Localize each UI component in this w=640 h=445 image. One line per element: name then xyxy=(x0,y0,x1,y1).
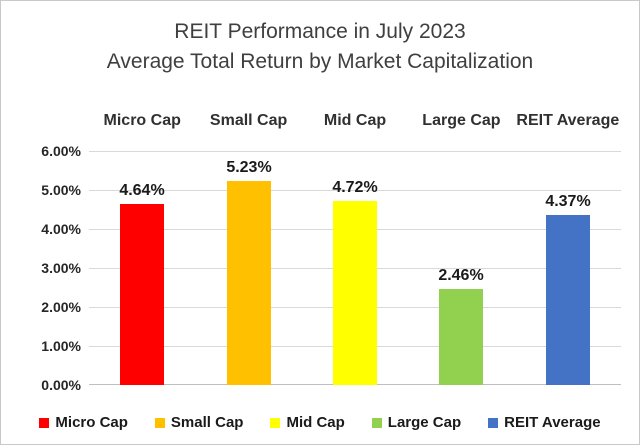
bar-reit-average xyxy=(546,215,590,385)
bar-value-label-small-cap: 5.23% xyxy=(226,159,272,176)
bar-large-cap xyxy=(439,289,483,385)
y-tick-label: 6.00% xyxy=(41,143,81,159)
y-tick-label: 3.00% xyxy=(41,260,81,276)
legend-label: Mid Cap xyxy=(286,414,345,431)
legend-item-mid-cap: Mid Cap xyxy=(270,414,345,431)
y-tick-label: 4.00% xyxy=(41,221,81,237)
y-tick-label: 5.00% xyxy=(41,182,81,198)
bar-value-label-mid-cap: 4.72% xyxy=(332,179,378,196)
bar-value-label-micro-cap: 4.64% xyxy=(119,182,165,199)
chart-title-line2: Average Total Return by Market Capitaliz… xyxy=(106,50,534,73)
legend-item-large-cap: Large Cap xyxy=(371,414,462,431)
category-label-mid-cap: Mid Cap xyxy=(323,112,387,129)
legend-swatch-icon xyxy=(371,417,382,428)
gridline xyxy=(89,190,621,191)
category-label-reit-average: REIT Average xyxy=(516,112,620,129)
legend-swatch-icon xyxy=(270,417,281,428)
category-label-micro-cap: Micro Cap xyxy=(103,112,181,129)
plot-area: 4.64% 5.23% 4.72% 2.46% 4.37% xyxy=(89,151,621,385)
bar-small-cap xyxy=(227,181,271,385)
legend-label: Small Cap xyxy=(170,414,244,431)
legend-item-small-cap: Small Cap xyxy=(154,414,244,431)
chart-title: REIT Performance in July 2023 Average To… xyxy=(1,17,639,77)
legend: Micro Cap Small Cap Mid Cap Large Cap REIT A… xyxy=(1,414,639,431)
bar-micro-cap xyxy=(120,204,164,385)
legend-label: Micro Cap xyxy=(55,414,128,431)
y-tick-label: 1.00% xyxy=(41,338,81,354)
legend-swatch-icon xyxy=(154,417,165,428)
gridline xyxy=(89,151,621,152)
legend-item-reit-average: REIT Average xyxy=(488,414,601,431)
bar-value-label-reit-average: 4.37% xyxy=(545,193,591,210)
category-axis: Micro Cap Small Cap Mid Cap Large Cap REIT A… xyxy=(89,109,621,133)
category-label-large-cap: Large Cap xyxy=(422,112,501,129)
legend-item-micro-cap: Micro Cap xyxy=(39,414,128,431)
legend-label: Large Cap xyxy=(387,414,462,431)
bar-mid-cap xyxy=(333,201,377,385)
chart-title-line1: REIT Performance in July 2023 xyxy=(174,20,466,43)
legend-swatch-icon xyxy=(39,417,50,428)
legend-label: REIT Average xyxy=(504,414,601,431)
legend-swatch-icon xyxy=(488,417,499,428)
value-axis: 6.00% 5.00% 4.00% 3.00% 2.00% 1.00% 0.00% xyxy=(7,143,81,393)
bar-value-label-large-cap: 2.46% xyxy=(438,267,484,284)
y-tick-label: 2.00% xyxy=(41,299,81,315)
y-tick-label: 0.00% xyxy=(41,377,81,393)
category-label-small-cap: Small Cap xyxy=(209,112,288,129)
